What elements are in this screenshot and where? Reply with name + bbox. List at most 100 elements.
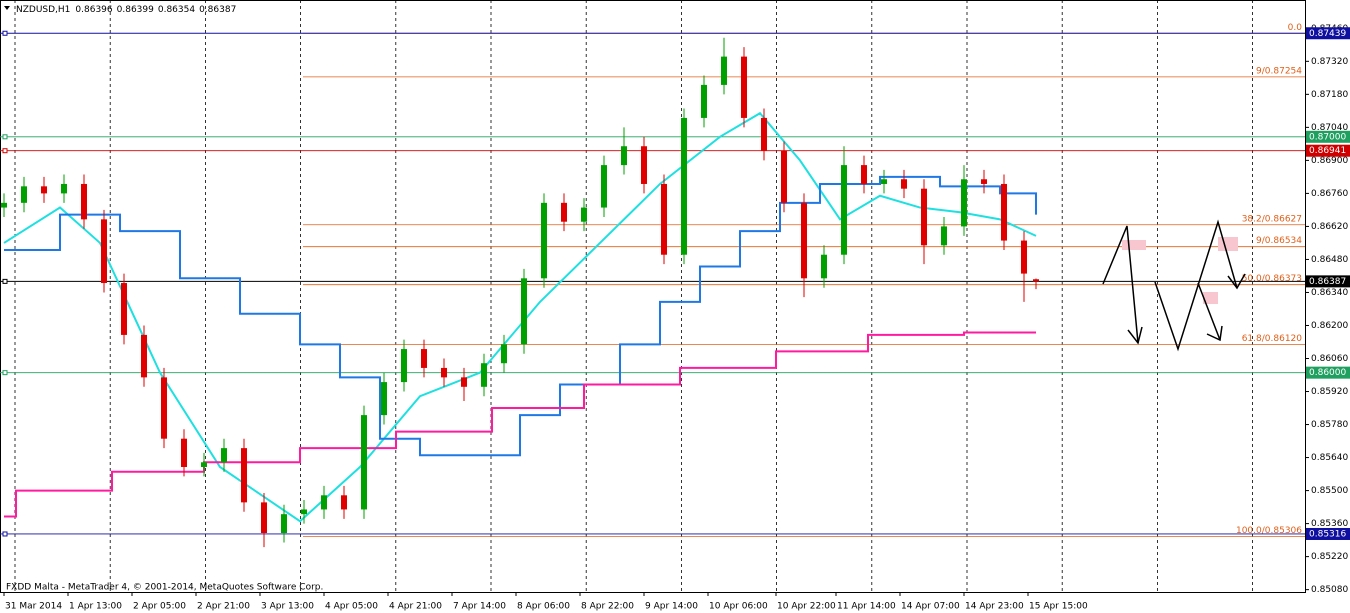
candle-body <box>201 462 207 467</box>
annotations <box>1102 219 1246 352</box>
y-tick-label: 0.85360 <box>1311 519 1348 529</box>
y-tick-label: 0.86340 <box>1311 288 1348 298</box>
candle-body <box>441 367 447 378</box>
candle-body <box>961 179 967 227</box>
candle-body <box>1 202 7 208</box>
y-tick-label: 0.85920 <box>1311 387 1348 397</box>
candle-body <box>821 254 827 279</box>
candle-body <box>981 179 987 184</box>
y-tick-label: 0.87180 <box>1311 90 1348 100</box>
x-tick-label: 4 Apr 21:00 <box>389 602 442 612</box>
y-tick-label: 0.85080 <box>1311 585 1348 595</box>
candle-body <box>541 202 547 279</box>
candle-body <box>641 146 647 184</box>
x-tick-label: 7 Apr 14:00 <box>453 602 506 612</box>
arrow-head <box>1127 326 1143 345</box>
candle-body <box>81 183 87 220</box>
candle-body <box>1021 240 1027 274</box>
level-marker <box>2 531 8 537</box>
x-tick-label: 1 Apr 13:00 <box>69 602 122 612</box>
y-tick-label: 0.87040 <box>1311 123 1348 133</box>
open-price: 0.86396 <box>75 5 112 15</box>
candle-body <box>881 179 887 184</box>
indicator-line <box>4 175 1037 457</box>
x-tick-label: 4 Apr 05:00 <box>325 602 378 612</box>
level-box <box>1306 366 1350 379</box>
x-tick-label: 10 Apr 06:00 <box>709 602 768 612</box>
y-tick-label: 0.85780 <box>1311 420 1348 430</box>
x-tick-label: 10 Apr 22:00 <box>777 602 836 612</box>
level-box <box>1306 27 1350 40</box>
candle-body <box>461 377 467 387</box>
candle-body <box>421 349 427 368</box>
candle-body <box>701 84 707 118</box>
candle-body <box>61 183 67 194</box>
level-marker <box>2 30 8 36</box>
low-price: 0.86354 <box>158 5 195 15</box>
candle-body <box>1033 279 1039 282</box>
annotation-box <box>1203 292 1218 304</box>
candle-body <box>801 202 807 279</box>
y-tick-label: 0.85220 <box>1311 552 1348 562</box>
level-box <box>1306 144 1350 157</box>
level-label: 0.87000 <box>1309 132 1346 142</box>
candle-body <box>101 219 107 284</box>
candle-body <box>941 226 947 246</box>
level-box <box>1306 130 1350 143</box>
y-tick-label: 0.86900 <box>1311 156 1348 166</box>
candle-body <box>761 117 767 151</box>
fib-label: 0.0 <box>1288 23 1303 33</box>
candle-body <box>261 502 267 534</box>
high-price: 0.86399 <box>117 5 154 15</box>
x-tick-label: 15 Apr 15:00 <box>1029 602 1088 612</box>
candle-body <box>1001 183 1007 241</box>
candle-body <box>501 344 507 364</box>
period-separators <box>14 0 1253 592</box>
candle-body <box>141 334 147 378</box>
fib-label: 9/0.87254 <box>1256 66 1302 76</box>
y-tick-label: 0.86620 <box>1311 222 1348 232</box>
level-label: 0.85316 <box>1309 529 1346 539</box>
x-tick-label: 11 Apr 14:00 <box>837 602 896 612</box>
x-tick-label: 14 Apr 07:00 <box>901 602 960 612</box>
chart-layer: 0.874600.873200.871800.870400.869000.867… <box>0 23 1350 612</box>
indicator-line <box>4 331 1036 518</box>
annotation-box <box>1218 237 1238 251</box>
candle-body <box>41 186 47 194</box>
candle-body <box>181 438 187 467</box>
candle-body <box>661 183 667 255</box>
fib-label: 61.8/0.86120 <box>1242 334 1303 344</box>
candle-body <box>21 186 27 203</box>
level-marker <box>2 278 8 284</box>
annotation-arrow <box>1197 282 1221 341</box>
plot-frame <box>0 0 1306 593</box>
candle-body <box>241 448 247 503</box>
x-tick-label: 2 Apr 05:00 <box>133 602 186 612</box>
level-label: 0.86387 <box>1309 277 1346 287</box>
x-tick-label: 9 Apr 14:00 <box>645 602 698 612</box>
candle-body <box>161 377 167 439</box>
candle-body <box>781 150 787 203</box>
candle-body <box>681 117 687 255</box>
candle-body <box>841 165 847 255</box>
candle-body <box>581 207 587 222</box>
y-tick-label: 0.87320 <box>1311 57 1348 67</box>
y-tick-label: 0.86060 <box>1311 354 1348 364</box>
fib-label: 38.2/0.86627 <box>1242 214 1302 224</box>
candle-body <box>921 188 927 246</box>
candle-body <box>321 495 327 510</box>
x-tick-label: 31 Mar 2014 <box>5 602 62 612</box>
candle-body <box>621 146 627 166</box>
fib-label: 100.0/0.85306 <box>1236 526 1302 536</box>
level-marker <box>2 370 8 376</box>
fib-label: 50.0/0.86373 <box>1242 274 1302 284</box>
level-box <box>1306 275 1350 288</box>
y-tick-label: 0.86480 <box>1311 255 1348 265</box>
annotation-arrow <box>1102 225 1139 344</box>
y-tick-label: 0.85640 <box>1311 453 1348 463</box>
candle-body <box>301 509 307 515</box>
level-box <box>1306 527 1350 540</box>
candle-body <box>381 382 387 416</box>
